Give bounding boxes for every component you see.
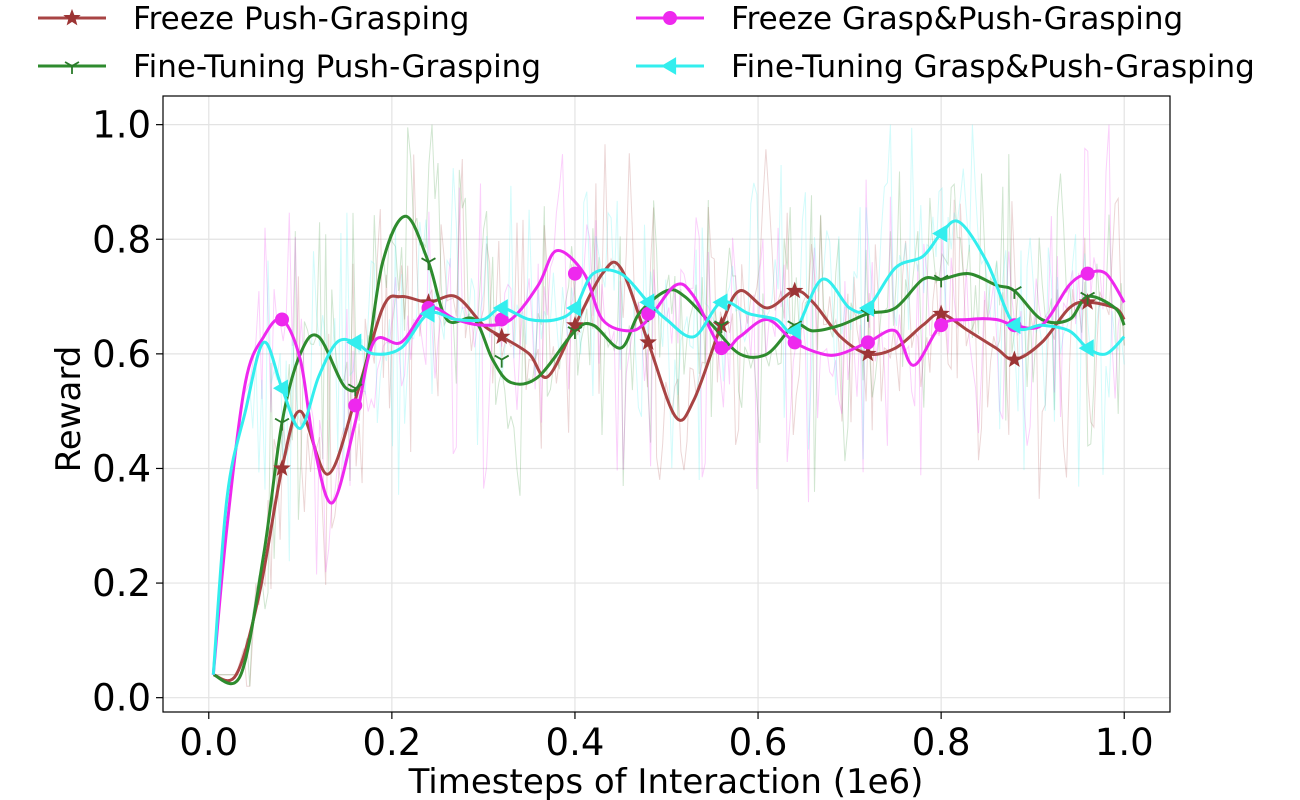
series-line-3 xyxy=(211,219,1126,675)
series-line-0 xyxy=(212,260,1126,683)
y-axis-ticks: 0.0 0.2 0.4 0.6 0.8 1.0 xyxy=(92,104,163,720)
series-0-marker-2 xyxy=(493,327,511,345)
series-2-marker-11 xyxy=(1080,266,1095,281)
legend-label-1: Fine-Tuning Push-Grasping xyxy=(133,49,541,85)
series-3-marker-7 xyxy=(785,322,801,340)
y-tick-label-0: 0.0 xyxy=(92,677,151,720)
series-2-marker-6 xyxy=(714,341,729,356)
series-markers xyxy=(273,224,1097,476)
plot-frame xyxy=(162,95,1171,713)
raw-trace-2 xyxy=(212,124,1125,675)
x-tick-label-3: 0.6 xyxy=(729,721,788,764)
series-3-marker-5 xyxy=(639,293,655,312)
y-tick-label-2: 0.4 xyxy=(92,447,151,490)
series-0-marker-3 xyxy=(566,316,584,333)
series-3-marker-10 xyxy=(1005,316,1021,335)
legend: Freeze Push-Grasping Fine-Tuning Push-Gra… xyxy=(38,1,1255,85)
x-axis-label: Timesteps of Interaction (1e6) xyxy=(408,762,924,800)
x-tick-label-0: 0.0 xyxy=(179,721,238,764)
series-0-marker-6 xyxy=(786,281,804,299)
legend-marker-1 xyxy=(64,61,80,74)
series-1-marker-10 xyxy=(1006,286,1022,299)
series-1-marker-11 xyxy=(1080,291,1096,305)
raw-trace-3 xyxy=(212,124,1125,675)
y-tick-label-5: 1.0 xyxy=(92,104,151,147)
x-tick-label-2: 0.4 xyxy=(546,721,605,764)
series-3-marker-2 xyxy=(419,304,435,323)
series-2-marker-9 xyxy=(934,318,949,333)
series-3-marker-0 xyxy=(273,379,289,398)
raw-trace-0 xyxy=(213,144,1125,687)
series-2-marker-8 xyxy=(860,335,875,350)
series-1-marker-4 xyxy=(567,326,583,339)
series-1-marker-3 xyxy=(494,354,510,368)
series-3-marker-4 xyxy=(565,299,582,317)
series-1-marker-1 xyxy=(347,383,363,397)
legend-label-3: Fine-Tuning Grasp&Push-Grasping xyxy=(731,49,1255,85)
series-0-marker-7 xyxy=(859,344,877,362)
y-tick-label-1: 0.2 xyxy=(92,562,151,605)
series-2-marker-0 xyxy=(275,312,290,327)
series-0-marker-9 xyxy=(1005,350,1024,368)
series-1-marker-2 xyxy=(421,257,436,271)
x-tick-label-1: 0.2 xyxy=(362,721,421,764)
y-tick-label-4: 0.8 xyxy=(92,218,151,261)
series-1-marker-9 xyxy=(933,274,949,288)
series-3-marker-8 xyxy=(858,299,874,317)
x-tick-label-4: 0.8 xyxy=(912,721,971,764)
y-tick-label-3: 0.6 xyxy=(92,333,151,376)
legend-marker-2 xyxy=(663,11,677,25)
series-1-marker-6 xyxy=(714,320,729,334)
series-line-1 xyxy=(212,214,1126,686)
series-1-marker-0 xyxy=(274,417,290,431)
series-lines xyxy=(211,214,1126,686)
legend-label-0: Freeze Push-Grasping xyxy=(133,1,469,37)
series-0-marker-8 xyxy=(932,304,950,322)
y-axis-label: Reward xyxy=(49,346,89,473)
series-3-marker-11 xyxy=(1078,339,1094,358)
grid-lines xyxy=(163,96,1170,712)
x-axis-ticks: 0.0 0.2 0.4 0.6 0.8 1.0 xyxy=(179,712,1154,764)
series-line-2 xyxy=(211,249,1126,675)
legend-marker-3 xyxy=(661,57,677,75)
x-tick-label-5: 1.0 xyxy=(1095,721,1154,764)
legend-marker-0 xyxy=(63,8,81,26)
series-2-marker-1 xyxy=(348,398,363,413)
series-3-marker-6 xyxy=(712,293,728,312)
series-3-marker-1 xyxy=(346,333,362,352)
series-0-marker-4 xyxy=(639,333,657,350)
series-3-marker-9 xyxy=(932,224,948,243)
legend-label-2: Freeze Grasp&Push-Grasping xyxy=(731,1,1183,37)
series-3-marker-3 xyxy=(492,299,508,317)
series-0-marker-0 xyxy=(273,459,291,476)
series-2-marker-4 xyxy=(567,266,582,281)
